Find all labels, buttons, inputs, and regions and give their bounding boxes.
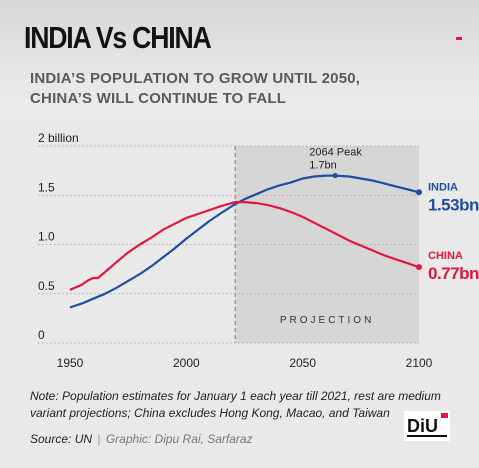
- diu-logo: DiU: [404, 411, 450, 441]
- x-tick-label: 2000: [173, 356, 200, 370]
- chart-subtitle: INDIA’S POPULATION TO GROW UNTIL 2050, C…: [30, 69, 450, 109]
- source-separator: |: [97, 432, 101, 446]
- series-name-label-india: INDIA: [428, 181, 458, 193]
- series-line-china: [69, 201, 420, 291]
- decorative-red-mark: [456, 37, 462, 40]
- peak-annotation-line-1: 2064 Peak: [309, 147, 362, 159]
- header-background: [0, 0, 479, 120]
- series-end-point-china: [416, 264, 422, 271]
- y-tick-label: 0.5: [38, 279, 55, 293]
- source-line: Source: UN | Graphic: Dipu Rai, Sarfaraz: [30, 432, 253, 446]
- y-tick-label: 0: [38, 328, 45, 342]
- graphic-credit: Graphic: Dipu Rai, Sarfaraz: [105, 432, 253, 446]
- series-line-india: [69, 174, 420, 309]
- x-tick-label: 2050: [289, 356, 316, 370]
- subtitle-line-2: CHINA’S WILL CONTINUE TO FALL: [30, 90, 287, 107]
- x-tick-label: 2100: [406, 356, 433, 370]
- series-value-label-china: 0.77bn: [428, 264, 479, 283]
- series-name-label-china: CHINA: [428, 250, 463, 262]
- source-text: Source: UN: [30, 432, 93, 446]
- projection-label: PROJECTION: [280, 315, 374, 326]
- y-tick-label: 1.5: [38, 180, 55, 194]
- footnote: Note: Population estimates for January 1…: [30, 389, 441, 420]
- logo-text: DiU: [407, 416, 438, 436]
- y-tick-label: 1.0: [38, 230, 55, 244]
- series-value-label-india: 1.53bn: [428, 195, 479, 214]
- peak-marker: [332, 172, 338, 179]
- series-end-point-india: [416, 189, 422, 196]
- x-tick-label: 1950: [57, 356, 84, 370]
- y-tick-label: 2 billion: [38, 131, 79, 145]
- chart-title: INDIA Vs CHINA: [24, 20, 212, 55]
- peak-annotation-line-2: 1.7bn: [309, 160, 337, 172]
- subtitle-line-1: INDIA’S POPULATION TO GROW UNTIL 2050,: [30, 70, 361, 87]
